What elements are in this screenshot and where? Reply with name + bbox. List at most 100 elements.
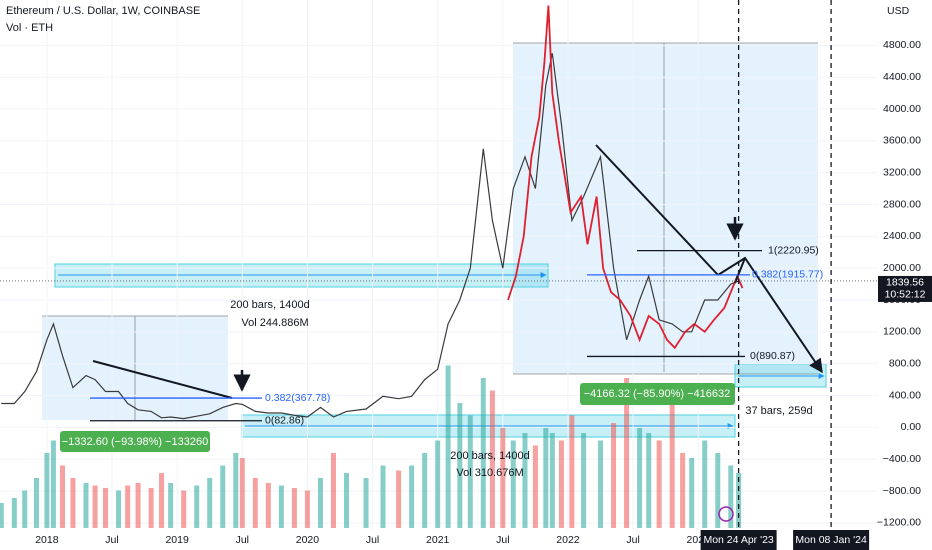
volume-bar	[103, 488, 109, 528]
volume-bar	[480, 378, 486, 528]
x-tick-label: Jul	[496, 534, 509, 546]
marker-box	[793, 530, 870, 550]
volume-bar	[11, 498, 17, 528]
y-tick-label: 800.00	[889, 357, 921, 369]
price-line	[507, 5, 744, 350]
volume-bar	[522, 433, 528, 528]
range-bars: 200 bars, 1400d	[230, 299, 310, 311]
y-tick-label: 4000.00	[883, 103, 921, 115]
range-box	[513, 43, 818, 374]
volume-bar	[689, 458, 695, 528]
volume-bar	[598, 440, 604, 528]
volume-bar	[317, 478, 323, 528]
volume-bar	[500, 428, 506, 528]
volume-bar	[116, 490, 122, 528]
projection-label: 37 bars, 259d	[745, 405, 812, 417]
marker-label: Mon 24 Apr '23	[703, 534, 773, 546]
volume-bar	[60, 465, 66, 528]
volume-bar	[83, 483, 89, 528]
volume-bar	[233, 453, 239, 528]
fib-label: 1(2220.95)	[768, 244, 819, 256]
y-tick-label: 1200.00	[883, 326, 921, 338]
volume-bar	[624, 378, 630, 528]
volume-bar	[239, 458, 245, 528]
volume	[0, 365, 742, 528]
volume-bar	[396, 470, 402, 528]
range-volume: Vol 310.676M	[456, 467, 523, 479]
volume-bar	[669, 390, 675, 528]
y-tick-label: −800.00	[883, 485, 921, 497]
volume-bar	[291, 488, 297, 528]
x-tick-label: Jul	[105, 534, 118, 546]
y-tick-label: −1200.00	[877, 517, 921, 529]
trend-line	[595, 144, 719, 276]
volume-bar	[549, 433, 555, 528]
currency-label: USD	[887, 5, 910, 17]
volume-bar	[220, 465, 226, 528]
volume-bar	[646, 433, 652, 528]
volume-bar	[50, 440, 56, 528]
volume-bar	[581, 433, 587, 528]
volume-bar	[159, 473, 165, 528]
volume-bar	[532, 445, 538, 528]
volume-bar	[278, 485, 284, 528]
replay-icon[interactable]	[718, 506, 734, 522]
y-tick-label: 4800.00	[883, 39, 921, 51]
volume-bar	[22, 490, 28, 528]
price-lines	[1, 5, 744, 420]
volume-bar	[252, 478, 258, 528]
volume-bar	[148, 488, 154, 528]
volume-bar	[125, 485, 131, 528]
time-axis	[0, 530, 932, 550]
y-tick-label: 4400.00	[883, 71, 921, 83]
range-bars: 200 bars, 1400d	[450, 450, 530, 462]
fib-label: 0(890.87)	[750, 350, 795, 362]
x-tick-label: Jul	[366, 534, 379, 546]
marker-box	[700, 530, 777, 550]
volume-bar	[207, 478, 213, 528]
y-tick-label: 2400.00	[883, 230, 921, 242]
price-line	[1, 53, 739, 420]
countdown-label: 10:52:12	[885, 289, 926, 301]
volume-bar	[33, 478, 39, 528]
y-tick-label: −400.00	[883, 453, 921, 465]
volume-bar	[680, 453, 686, 528]
x-tick-label: 2018	[35, 534, 59, 546]
volume-bar	[265, 483, 271, 528]
volume-bar	[330, 453, 336, 528]
volume-bar	[363, 478, 369, 528]
volume-bar	[611, 423, 617, 528]
volume-bar	[344, 473, 350, 528]
price-axis	[878, 0, 932, 530]
volume-bar	[656, 440, 662, 528]
change-badge	[60, 431, 210, 452]
fib-label: 0.382(1915.77)	[752, 269, 823, 281]
volume-bar	[194, 485, 200, 528]
volume-bar	[510, 440, 516, 528]
volume-bar	[70, 478, 76, 528]
volume-bar	[0, 503, 4, 528]
volume-bar	[569, 415, 575, 528]
volume-bar	[457, 403, 463, 528]
x-tick-label: 2019	[165, 534, 189, 546]
y-tick-label: 2000.00	[883, 262, 921, 274]
y-tick-label: 2800.00	[883, 198, 921, 210]
volume-bar	[304, 490, 310, 528]
y-tick-label: 400.00	[889, 389, 921, 401]
change-text: −4166.32 (−85.90%) −416632	[584, 388, 731, 400]
y-tick-label: 3600.00	[883, 135, 921, 147]
volume-bar	[736, 473, 742, 528]
volume-bar	[489, 390, 495, 528]
symbol-title: Ethereum / U.S. Dollar, 1W, COINBASE	[6, 5, 200, 17]
axes: 4800.00 4400.00 4000.00 3600.00 3200.00 2800.…	[35, 39, 932, 550]
change-badge	[580, 383, 735, 405]
volume-bar	[181, 490, 187, 528]
last-price-label: 1839.56	[886, 277, 924, 289]
x-tick-label: 2022	[556, 534, 580, 546]
volume-bar	[422, 453, 428, 528]
y-tick-label: 0.00	[901, 421, 922, 433]
volume-bar	[135, 483, 141, 528]
x-tick-label: 2021	[426, 534, 450, 546]
volume-bar	[715, 453, 721, 528]
